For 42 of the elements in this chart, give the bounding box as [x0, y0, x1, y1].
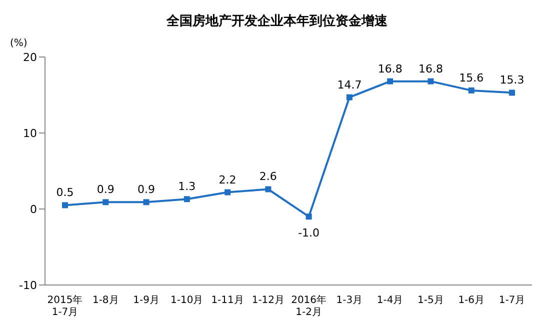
- data-label: 14.7: [337, 78, 362, 92]
- data-label: -1.0: [298, 226, 320, 240]
- y-tick-label: 0: [30, 202, 37, 216]
- point: [62, 202, 68, 208]
- point: [428, 78, 434, 84]
- data-label: 15.6: [459, 71, 484, 84]
- data-label: 2.2: [218, 173, 236, 186]
- data-label: 0.9: [138, 183, 156, 196]
- x-tick-label: 2016年 1-2月: [291, 294, 327, 318]
- point: [265, 186, 272, 192]
- point: [509, 90, 515, 96]
- x-tick-label: 1-10月: [170, 295, 204, 306]
- x-tick-label: 1-12月: [252, 295, 285, 306]
- x-tick-label: 1-6月: [458, 295, 485, 306]
- x-tick-label: 1-7月: [498, 295, 526, 306]
- point: [143, 199, 150, 206]
- data-label: 1.3: [178, 180, 196, 194]
- point: [184, 196, 190, 202]
- x-tick-label: 1-9月: [133, 295, 160, 306]
- point: [306, 214, 312, 220]
- point: [387, 78, 394, 84]
- x-tick-label: 2015年 1-7月: [47, 294, 83, 318]
- x-tick-label: 1-5月: [418, 295, 444, 306]
- data-label: 0.9: [96, 183, 114, 196]
- data-label: 2.6: [259, 170, 277, 184]
- x-tick-label: 1-11月: [211, 295, 244, 306]
- y-tick-label: -10: [19, 278, 37, 292]
- point: [468, 87, 474, 94]
- point: [224, 189, 231, 196]
- point: [346, 94, 352, 100]
- y-tick-label: 20: [23, 50, 37, 64]
- chart-title: 全国房地产开发企业本年到位资金增速: [166, 12, 388, 30]
- data-label: 16.8: [418, 62, 443, 76]
- point: [102, 199, 109, 206]
- x-tick-label: 1-3月: [336, 295, 363, 306]
- x-tick-label: 1-8月: [92, 295, 119, 306]
- data-label: 16.8: [378, 62, 402, 76]
- y-axis-title: (%): [10, 38, 28, 49]
- y-tick-label: 10: [23, 126, 37, 140]
- x-tick-label: 1-4月: [376, 295, 404, 306]
- data-label: 0.5: [56, 186, 74, 200]
- data-label: 15.3: [500, 74, 524, 87]
